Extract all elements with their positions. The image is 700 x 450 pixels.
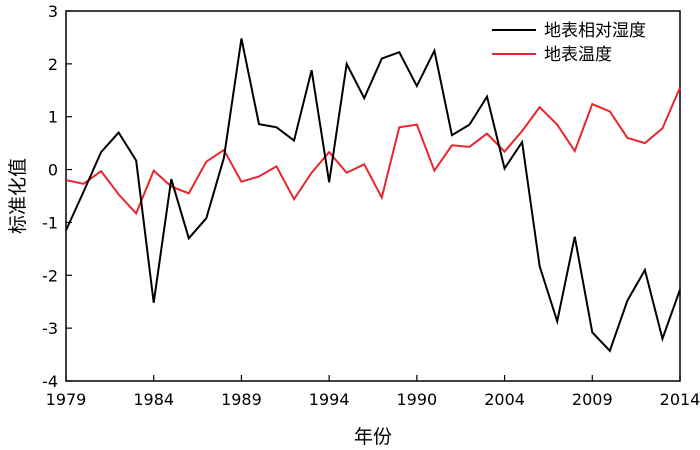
x-axis: 1979 1984 1989 1994 1990 2004 2009 2014 <box>46 375 700 409</box>
plot-area <box>65 10 681 382</box>
series-layer <box>65 38 681 353</box>
plot-frame <box>65 10 681 382</box>
y-tick-label: 3 <box>48 2 58 21</box>
x-tick-label: 1989 <box>221 390 262 409</box>
x-tick-label: 1994 <box>309 390 350 409</box>
y-tick-label: -1 <box>42 213 58 232</box>
x-tick-label: 2009 <box>572 390 613 409</box>
x-axis-title: 年份 <box>354 426 392 448</box>
x-tick-label: 1984 <box>133 390 174 409</box>
x-tick-label: 2014 <box>660 390 700 409</box>
y-tick-label: 2 <box>48 55 58 74</box>
x-tick-label: 2004 <box>484 390 525 409</box>
y-tick-label: -2 <box>42 266 58 285</box>
series-line <box>65 87 681 216</box>
y-axis: -4 -3 -2 -1 0 1 2 3 <box>42 2 72 391</box>
x-tick-label: 1979 <box>46 390 87 409</box>
y-axis-title: 标准化值 <box>7 158 29 234</box>
legend-label: 地表相对湿度 <box>544 21 646 41</box>
y-tick-label: 0 <box>48 161 58 180</box>
legend-label: 地表温度 <box>544 45 612 65</box>
series-line <box>65 38 681 353</box>
x-tick-label: 1990 <box>396 390 437 409</box>
y-tick-label: -4 <box>42 372 58 391</box>
y-tick-label: 1 <box>48 108 58 127</box>
y-tick-label: -3 <box>42 319 58 338</box>
